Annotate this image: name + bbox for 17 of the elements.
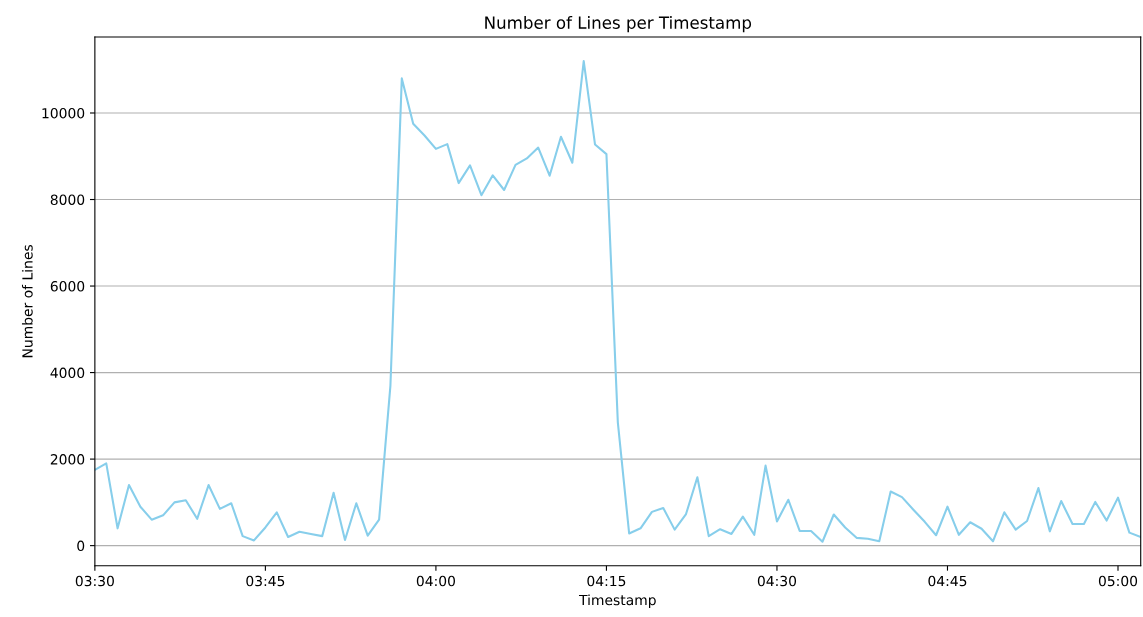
x-tick-label: 03:45 bbox=[246, 575, 285, 587]
y-tick-label: 8000 bbox=[50, 194, 85, 205]
y-tick-label: 6000 bbox=[50, 281, 85, 292]
y-tick-label: 2000 bbox=[50, 454, 85, 465]
x-tick-label: 04:30 bbox=[757, 575, 797, 587]
x-axis-title: Timestamp bbox=[578, 594, 656, 608]
y-tick-label: 10000 bbox=[42, 107, 85, 119]
x-tick-label: 05:00 bbox=[1098, 575, 1138, 587]
line-series bbox=[94, 60, 1141, 543]
y-tick-label: 4000 bbox=[50, 367, 85, 379]
x-tick-label: 04:45 bbox=[928, 575, 967, 587]
chart-title: Number of Lines per Timestamp bbox=[485, 16, 752, 33]
y-axis-title: Number of Lines bbox=[21, 244, 33, 358]
x-tick-label: 03:30 bbox=[75, 575, 114, 587]
x-tick-label: 04:15 bbox=[587, 575, 626, 587]
y-tick-label: 0 bbox=[77, 540, 85, 552]
x-tick-label: 04:00 bbox=[416, 575, 455, 587]
